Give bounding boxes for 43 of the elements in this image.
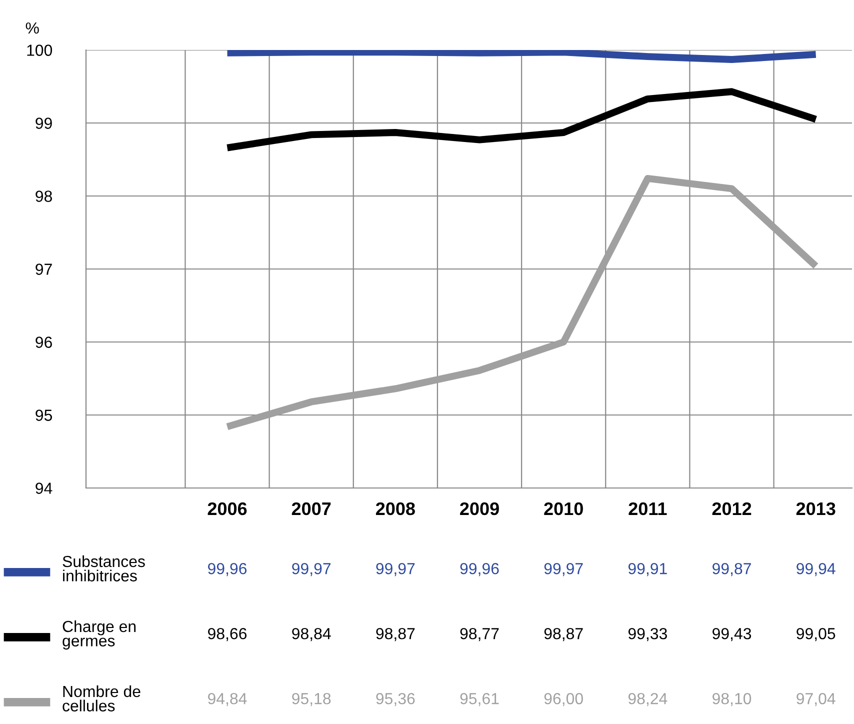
data-label: 94,84 <box>208 692 247 706</box>
data-label: 99,87 <box>712 562 751 576</box>
data-label: 99,94 <box>796 562 836 576</box>
y-tick-label: 98 <box>36 190 52 202</box>
x-tick-label: 2008 <box>376 502 415 516</box>
data-label: 99,43 <box>712 628 752 642</box>
x-tick-label: 2012 <box>712 502 752 516</box>
legend-label: Substances inhibitrices <box>62 555 145 582</box>
data-label: 98,77 <box>460 628 499 642</box>
data-label: 98,66 <box>208 628 247 642</box>
data-label: 99,96 <box>460 562 499 576</box>
data-label: 98,10 <box>712 692 752 706</box>
data-label: 98,87 <box>376 628 415 642</box>
data-label: 99,97 <box>544 562 583 576</box>
x-tick-label: 2009 <box>460 502 499 516</box>
data-label: 99,05 <box>796 628 836 642</box>
legend-label: Charge en germes <box>62 620 136 650</box>
data-label: 95,61 <box>460 692 499 706</box>
x-tick-label: 2010 <box>544 502 583 516</box>
data-label: 96,00 <box>544 692 583 706</box>
y-tick-label: 100 <box>27 44 52 56</box>
x-tick-label: 2013 <box>796 502 836 516</box>
y-tick-label: 99 <box>36 118 52 129</box>
y-tick-label: 97 <box>36 264 52 275</box>
x-tick-label: 2006 <box>208 502 247 516</box>
x-tick-label: 2011 <box>628 502 667 516</box>
data-label: 99,96 <box>208 562 247 576</box>
y-tick-label: 96 <box>36 336 52 348</box>
data-label: 99,33 <box>628 628 667 642</box>
data-label: 99,97 <box>376 562 415 576</box>
y-axis-title: % <box>26 22 39 34</box>
data-label: 99,91 <box>628 562 667 576</box>
data-label: 97,04 <box>796 692 836 706</box>
data-label: 99,97 <box>292 562 331 576</box>
data-label: 95,36 <box>376 692 415 706</box>
data-label: 98,84 <box>292 628 331 642</box>
data-label: 98,24 <box>628 692 668 706</box>
x-tick-label: 2007 <box>292 502 331 516</box>
data-label: 95,18 <box>292 692 331 706</box>
y-tick-label: 95 <box>36 410 52 421</box>
y-tick-label: 94 <box>36 482 52 494</box>
legend-label: Nombre de cellules <box>62 685 140 712</box>
data-label: 98,87 <box>544 628 583 642</box>
